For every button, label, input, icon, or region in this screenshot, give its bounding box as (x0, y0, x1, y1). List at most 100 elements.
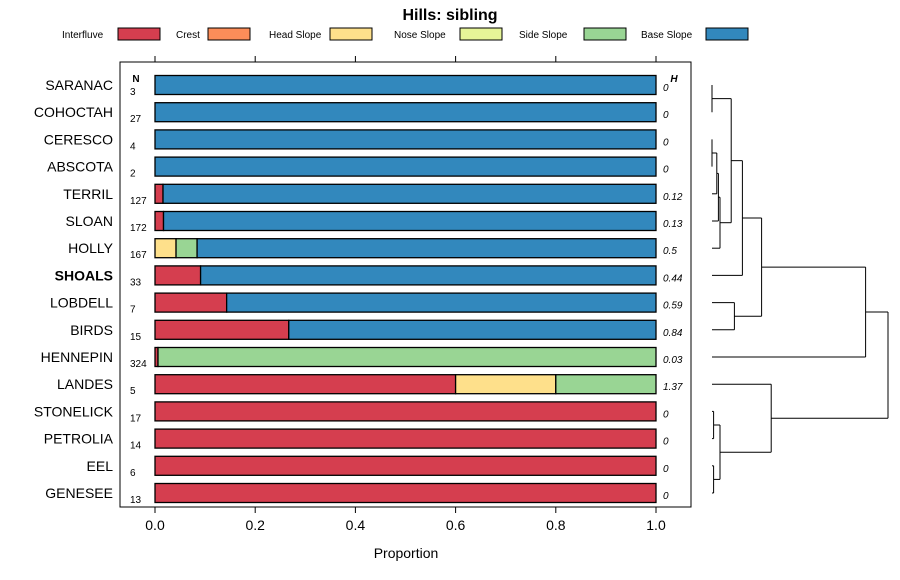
n-value: 2 (130, 169, 136, 180)
soil-label: LOBDELL (50, 295, 113, 311)
bar-segment-interfluve (154, 482, 657, 504)
n-value: 17 (130, 413, 142, 424)
h-value: 0.03 (663, 355, 683, 366)
bar-segment-interfluve (154, 265, 202, 286)
chart-title: Hills: sibling (402, 7, 497, 24)
n-value: 33 (130, 277, 142, 288)
soil-label: TERRIL (63, 186, 113, 202)
legend-label-nose-slope: Nose Slope (394, 30, 446, 41)
legend-swatch-nose-slope (459, 27, 503, 41)
legend-swatch-side-slope (583, 27, 627, 41)
row-hennepin: HENNEPIN 324 0.03 (41, 346, 683, 370)
n-value: 14 (130, 441, 142, 452)
row-saranac: SARANAC 3 0 (45, 74, 669, 98)
n-value: 13 (130, 495, 142, 506)
n-value: 7 (130, 305, 136, 316)
x-tick-label: 1.0 (646, 517, 666, 533)
bar-segment-interfluve (154, 292, 228, 313)
bar-segment-base-slope (154, 102, 657, 123)
h-value: 0 (663, 110, 669, 121)
soil-label: PETROLIA (44, 431, 114, 447)
plot-frame (119, 61, 692, 508)
bar-segment-side-slope (555, 374, 657, 395)
legend-label-base-slope: Base Slope (641, 30, 693, 41)
x-tick-label: 0.0 (145, 517, 165, 533)
bar-segment-base-slope (199, 265, 657, 286)
bar-segment-base-slope (162, 210, 657, 232)
x-tick-label: 0.6 (446, 517, 466, 533)
soil-label: BIRDS (70, 322, 113, 338)
legend-swatch-base-slope (705, 27, 749, 41)
legend-swatch-interfluve (117, 27, 161, 41)
bar-segment-side-slope (175, 238, 198, 259)
bar-segment-interfluve (154, 374, 457, 395)
n-value: 127 (130, 196, 147, 207)
soil-label: CERESCO (44, 131, 113, 147)
soil-label: LANDES (57, 376, 113, 392)
bar-segment-base-slope (196, 238, 657, 259)
h-value: 0 (663, 491, 669, 502)
row-eel: EEL 6 0 (87, 455, 669, 479)
row-ceresco: CERESCO 4 0 (44, 129, 669, 152)
legend-label-interfluve: Interfluve (62, 30, 104, 41)
n-value: 15 (130, 332, 142, 343)
h-header: H (670, 74, 678, 85)
h-value: 0.13 (663, 219, 683, 230)
h-value: 1.37 (663, 382, 683, 393)
x-axis-title: Proportion (374, 545, 439, 561)
n-value: 167 (130, 250, 147, 261)
bar-segment-interfluve (154, 183, 164, 204)
legend-label-crest: Crest (176, 30, 200, 41)
dendrogram (711, 85, 889, 494)
h-value: 0.12 (663, 192, 683, 203)
legend-swatch-head-slope (329, 27, 373, 41)
bar-segment-base-slope (225, 292, 657, 313)
row-stonelick: STONELICK 17 0 (34, 401, 669, 424)
n-value: 6 (130, 468, 136, 479)
h-value: 0 (663, 137, 669, 148)
bar-segment-base-slope (154, 74, 657, 96)
bar-segment-side-slope (157, 346, 657, 368)
row-landes: LANDES 5 1.37 (57, 374, 683, 397)
h-value: 0.59 (663, 301, 683, 312)
n-value: 172 (130, 223, 147, 234)
bar-segment-base-slope (154, 156, 657, 177)
h-value: 0.5 (663, 246, 677, 257)
legend: Interfluve Crest Head Slope Nose Slope Side … (62, 27, 749, 41)
row-cohoctah: COHOCTAH 27 0 (34, 102, 669, 125)
x-tick-label: 0.2 (245, 517, 265, 533)
bar-segment-base-slope (154, 129, 657, 150)
soil-label: ABSCOTA (47, 159, 114, 175)
x-tick-label: 0.8 (546, 517, 566, 533)
bar-segment-interfluve (154, 401, 657, 422)
soil-label: EEL (87, 458, 114, 474)
bar-segment-interfluve (154, 455, 657, 476)
soil-label: STONELICK (34, 403, 114, 419)
x-tick-label: 0.4 (346, 517, 366, 533)
row-genesee: GENESEE 13 0 (45, 482, 669, 506)
h-value: 0.44 (663, 273, 683, 284)
bar-segment-interfluve (154, 210, 165, 232)
row-lobdell: LOBDELL 7 0.59 (50, 292, 683, 316)
bar-segment-interfluve (154, 428, 657, 449)
row-sloan: SLOAN 172 0.13 (66, 210, 683, 234)
h-value: 0 (663, 83, 669, 94)
bar-segment-head-slope (154, 238, 177, 259)
h-value: 0 (663, 437, 669, 448)
soil-label: HOLLY (68, 240, 114, 256)
legend-swatch-crest (207, 27, 251, 41)
n-value: 324 (130, 359, 147, 370)
bar-segment-interfluve (154, 319, 290, 340)
n-value: 5 (130, 386, 136, 397)
row-abscota: ABSCOTA 2 0 (47, 156, 669, 180)
soil-label: GENESEE (45, 485, 113, 501)
row-petrolia: PETROLIA 14 0 (44, 428, 669, 452)
row-shoals: SHOALS 33 0.44 (55, 265, 683, 288)
h-value: 0 (663, 409, 669, 420)
legend-label-side-slope: Side Slope (519, 30, 568, 41)
soil-label: SHOALS (55, 267, 113, 283)
soil-label: SARANAC (45, 77, 113, 93)
row-birds: BIRDS 15 0.84 (70, 319, 683, 343)
bar-segment-base-slope (288, 319, 657, 340)
